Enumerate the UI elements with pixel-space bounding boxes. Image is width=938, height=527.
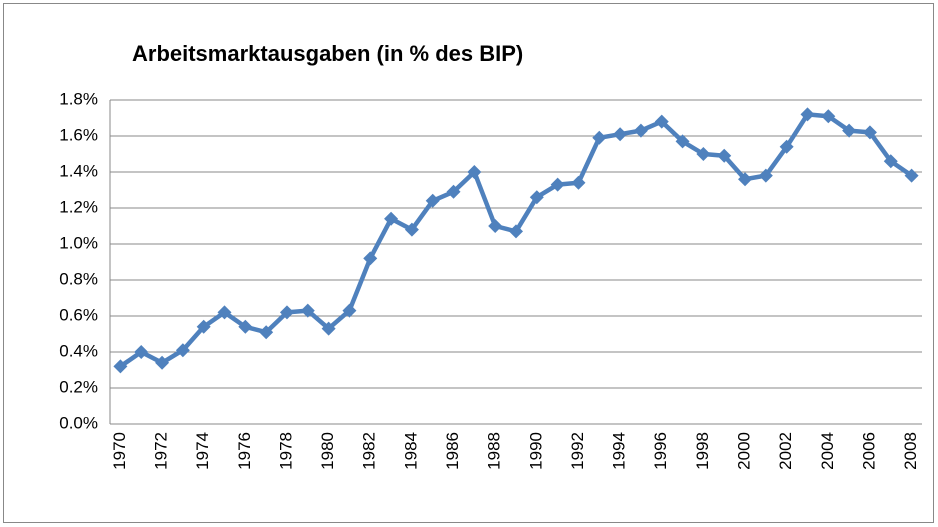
marker bbox=[613, 127, 628, 142]
marker bbox=[779, 139, 794, 154]
x-tick-label: 1972 bbox=[152, 432, 171, 470]
y-tick-label: 1.0% bbox=[59, 233, 98, 252]
y-tick-label: 0.6% bbox=[59, 305, 98, 324]
y-tick-label: 0.0% bbox=[59, 413, 98, 432]
marker bbox=[509, 224, 523, 239]
marker bbox=[717, 148, 732, 163]
marker bbox=[696, 147, 711, 161]
x-tick-label: 2008 bbox=[901, 432, 920, 470]
x-tick-label: 2004 bbox=[818, 432, 837, 470]
y-tick-label: 1.4% bbox=[59, 161, 98, 180]
marker bbox=[217, 305, 232, 320]
marker bbox=[883, 154, 898, 169]
marker bbox=[842, 123, 857, 138]
marker bbox=[238, 319, 253, 334]
marker bbox=[384, 211, 399, 226]
marker bbox=[363, 251, 378, 266]
x-tick-label: 1986 bbox=[443, 432, 462, 470]
x-tick-label: 1978 bbox=[276, 432, 295, 470]
x-tick-label: 1992 bbox=[568, 432, 587, 470]
marker bbox=[134, 345, 149, 359]
marker bbox=[467, 165, 482, 179]
y-tick-label: 0.2% bbox=[59, 377, 98, 396]
x-tick-label: 1998 bbox=[693, 432, 712, 470]
x-tick-label: 1994 bbox=[610, 432, 629, 470]
marker bbox=[633, 123, 648, 138]
y-tick-label: 1.6% bbox=[59, 125, 98, 144]
x-tick-label: 1988 bbox=[485, 432, 504, 470]
chart-title: Arbeitsmarktausgaben (in % des BIP) bbox=[132, 41, 523, 66]
marker bbox=[758, 168, 773, 183]
marker bbox=[425, 193, 440, 208]
marker bbox=[446, 184, 461, 199]
marker bbox=[321, 321, 336, 336]
marker bbox=[529, 190, 544, 205]
marker bbox=[592, 130, 607, 145]
x-tick-label: 1974 bbox=[193, 432, 212, 470]
x-tick-label: 1990 bbox=[526, 432, 545, 470]
marker bbox=[571, 175, 586, 190]
marker bbox=[488, 219, 503, 233]
y-tick-label: 0.4% bbox=[59, 341, 98, 360]
marker bbox=[300, 303, 315, 318]
marker bbox=[259, 325, 274, 340]
marker bbox=[342, 303, 357, 318]
marker bbox=[800, 107, 815, 122]
marker bbox=[196, 319, 211, 334]
chart-border bbox=[3, 3, 934, 523]
marker bbox=[675, 134, 690, 149]
x-tick-label: 2006 bbox=[859, 432, 878, 470]
marker bbox=[738, 172, 753, 187]
marker bbox=[404, 222, 419, 237]
x-tick-label: 2000 bbox=[735, 432, 754, 470]
marker bbox=[155, 355, 170, 370]
marker bbox=[904, 168, 919, 183]
x-tick-label: 1982 bbox=[360, 432, 379, 470]
marker bbox=[279, 305, 294, 320]
marker bbox=[862, 125, 877, 140]
marker bbox=[654, 114, 669, 129]
marker bbox=[175, 343, 190, 358]
x-tick-label: 2002 bbox=[776, 432, 795, 470]
x-tick-label: 1984 bbox=[401, 432, 420, 470]
x-tick-label: 1996 bbox=[651, 432, 670, 470]
x-tick-label: 1980 bbox=[318, 432, 337, 470]
y-tick-label: 1.2% bbox=[59, 197, 98, 216]
x-tick-label: 1976 bbox=[235, 432, 254, 470]
marker bbox=[821, 109, 836, 124]
marker bbox=[550, 177, 565, 192]
x-tick-label: 1970 bbox=[110, 432, 129, 470]
y-tick-label: 0.8% bbox=[59, 269, 98, 288]
marker bbox=[113, 359, 128, 374]
y-tick-label: 1.8% bbox=[59, 89, 98, 108]
